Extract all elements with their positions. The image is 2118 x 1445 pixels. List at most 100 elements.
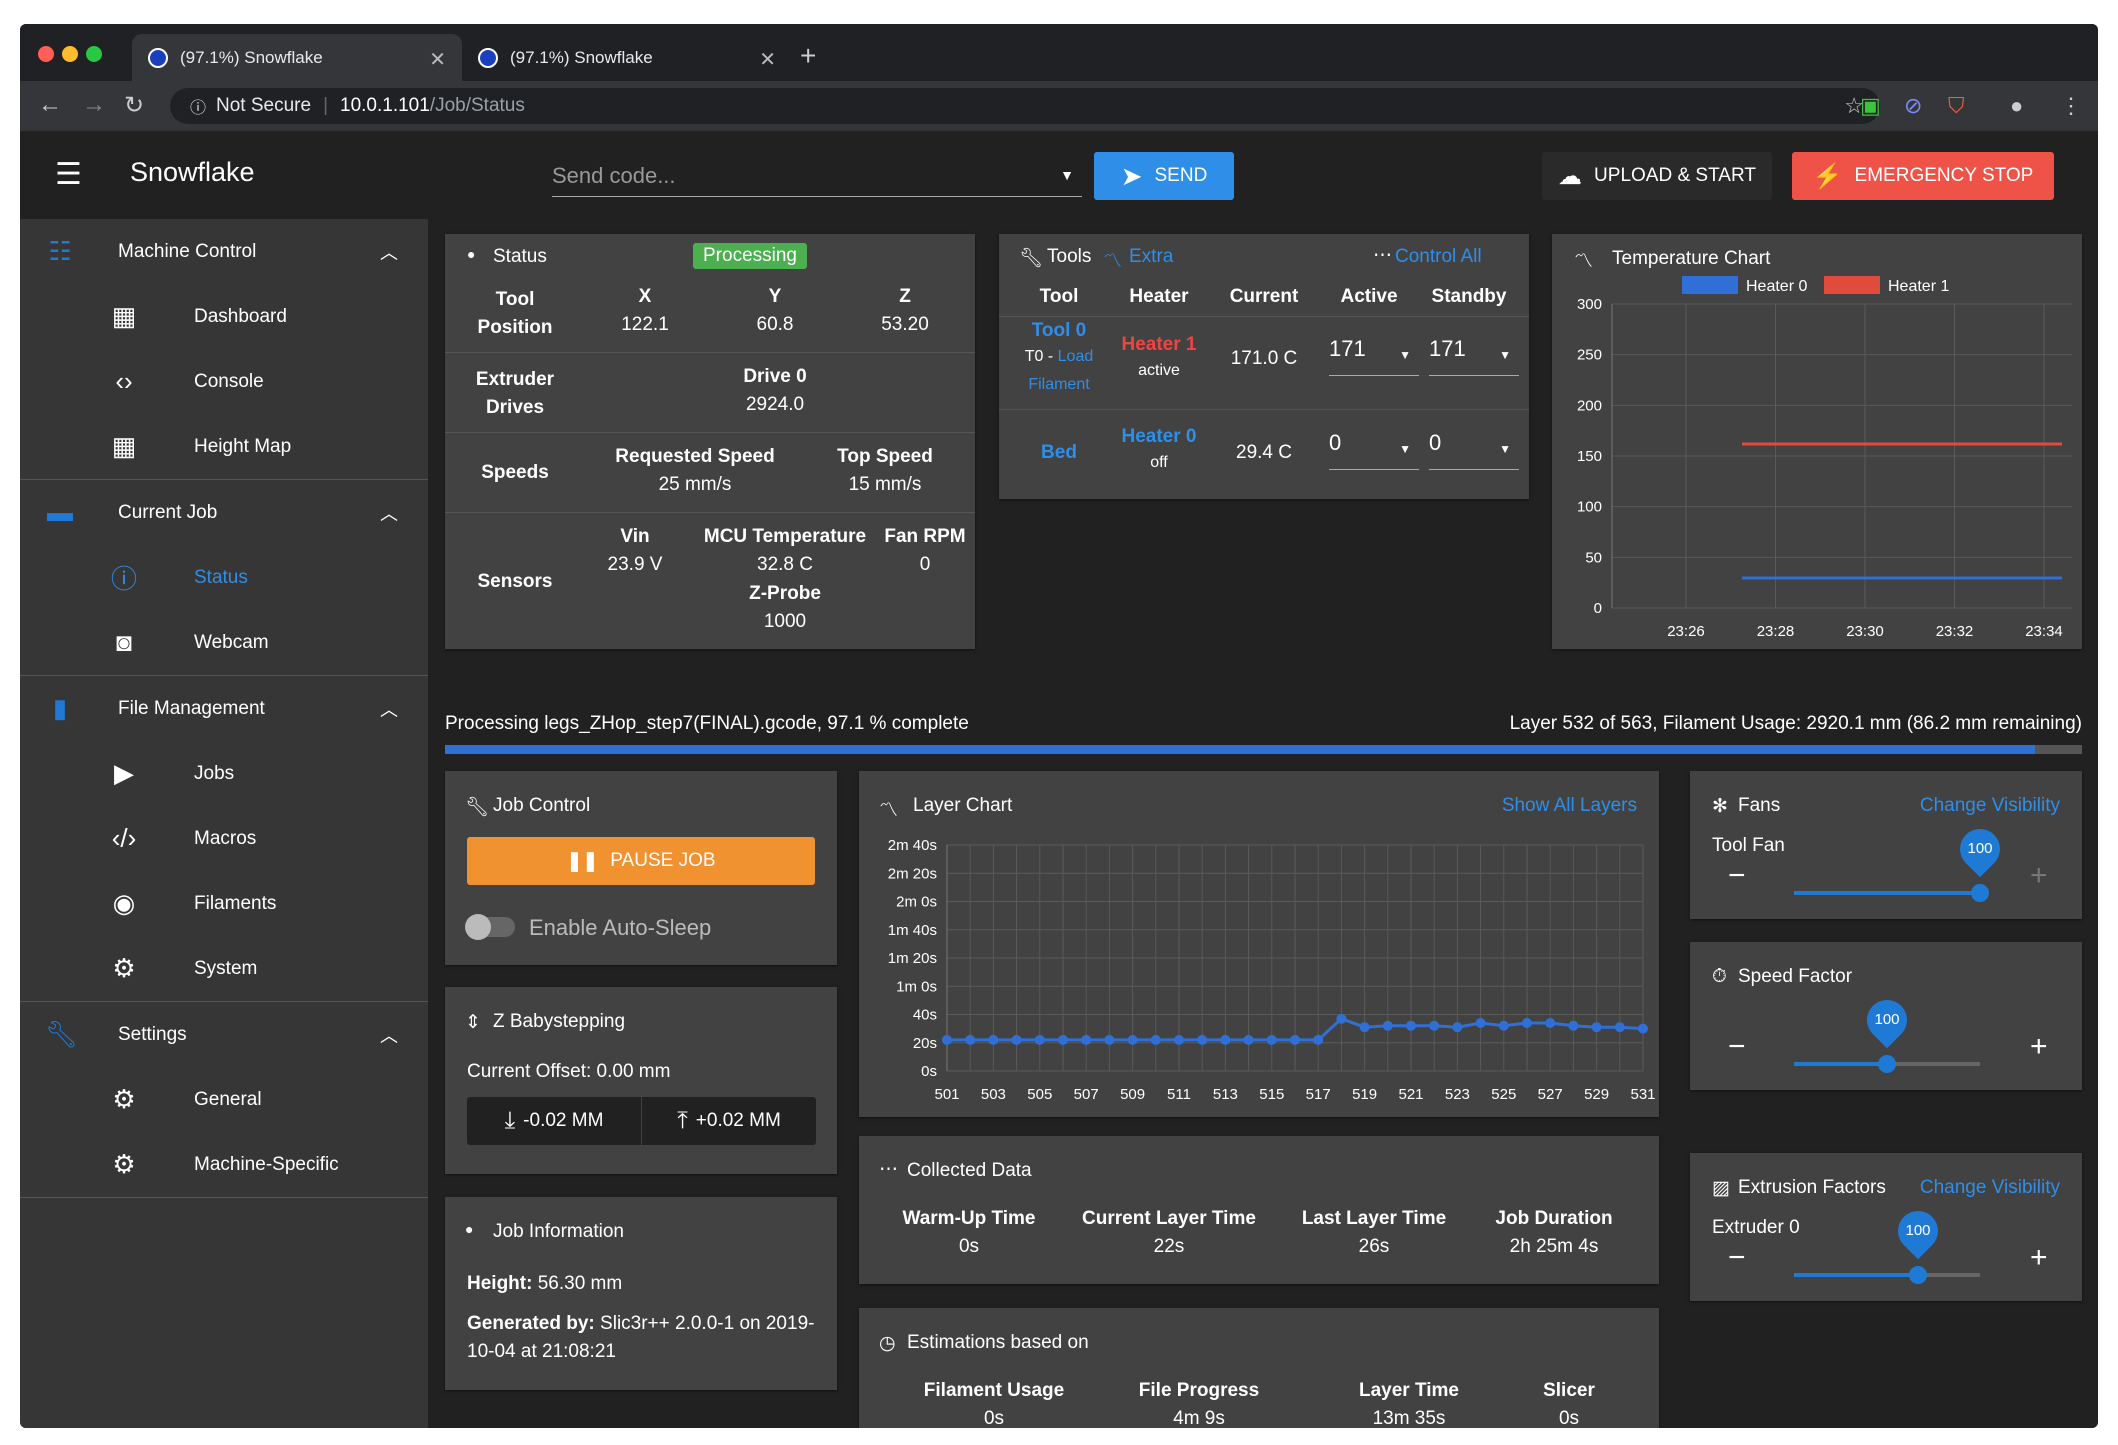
maximize-window-button[interactable] — [86, 46, 102, 62]
data-point — [988, 1034, 999, 1045]
sidebar-item-status[interactable]: ⓘ Status — [20, 545, 428, 610]
sidebar-group-machine-control[interactable]: ☷ Machine Control ︿ — [20, 219, 428, 284]
browser-tab-2[interactable]: (97.1%) Snowflake ✕ — [462, 34, 792, 81]
dropdown-caret-icon[interactable]: ▼ — [1060, 167, 1074, 183]
col-standby: Standby — [1431, 286, 1507, 307]
change-visibility-link[interactable]: Change Visibility — [1919, 1177, 2060, 1198]
close-tab-icon[interactable]: ✕ — [759, 49, 776, 71]
warmup-label: Warm-Up Time — [902, 1208, 1036, 1229]
load-link[interactable]: Load — [1057, 348, 1094, 365]
slider-knob[interactable] — [1971, 884, 1989, 902]
tool-fan-label: Tool Fan — [1712, 835, 1785, 856]
sidebar-item-macros[interactable]: ‹/› Macros — [20, 806, 428, 871]
control-all-link[interactable]: Control All — [1395, 246, 1482, 267]
layer-chart: 2m 40s 2m 20s 2m 0s 1m 40s 1m 20s 1m 0s 40s 20s… — [888, 837, 1656, 1103]
shield-extension-icon[interactable]: ⛉ — [1948, 93, 1965, 118]
sidebar-item-webcam[interactable]: ◙ Webcam — [20, 610, 428, 675]
babystep-down-button[interactable]: ⤓ -0.02 MM — [467, 1097, 641, 1145]
minus-icon[interactable]: − — [1728, 1241, 1746, 1274]
pause-job-button[interactable]: ❚❚ PAUSE JOB — [467, 837, 815, 885]
dashboard-icon: ▦ — [111, 301, 137, 331]
url-bar[interactable]: ⓘ Not Secure | 10.0.1.101/Job/Status ☆ — [170, 88, 1880, 124]
minus-icon[interactable]: − — [1728, 859, 1746, 892]
plus-icon[interactable]: + — [2030, 859, 2048, 892]
divider — [20, 479, 428, 480]
job-control-card: 🔧︎ Job Control ❚❚ PAUSE JOB Enable Auto-S… — [445, 771, 837, 965]
heater1-link[interactable]: Heater 1 — [1121, 334, 1197, 355]
send-button[interactable]: ➤ SEND — [1094, 152, 1234, 200]
heater0-active-select[interactable]: 0 ▼ — [1329, 430, 1419, 470]
extension-icon[interactable]: ▣ — [1860, 93, 1881, 118]
reload-icon[interactable]: ↻ — [124, 92, 145, 119]
y-tick-label: 20s — [913, 1035, 937, 1052]
sidebar-item-filaments[interactable]: ◉ Filaments — [20, 871, 428, 936]
heater0-link[interactable]: Heater 0 — [1121, 426, 1197, 447]
extruder-slider[interactable]: 100 — [1794, 1202, 1980, 1284]
close-window-button[interactable] — [38, 46, 54, 62]
heater1-standby-select[interactable]: 171 ▼ — [1429, 336, 1519, 376]
auto-sleep-toggle[interactable] — [465, 914, 515, 940]
sidebar-item-general[interactable]: ⚙ General — [20, 1067, 428, 1132]
bed-link[interactable]: Bed — [1041, 442, 1077, 463]
height-label: Height: — [467, 1273, 533, 1294]
x-tick-label: 525 — [1491, 1086, 1516, 1103]
change-visibility-link[interactable]: Change Visibility — [1919, 795, 2060, 816]
pause-label: PAUSE JOB — [610, 850, 716, 871]
minimize-window-button[interactable] — [62, 46, 78, 62]
show-all-layers-link[interactable]: Show All Layers — [1501, 795, 1637, 816]
heater0-standby-select[interactable]: 0 ▼ — [1429, 430, 1519, 470]
slider-knob[interactable] — [1878, 1055, 1896, 1073]
vin-value: 23.9 V — [607, 554, 663, 575]
new-tab-button[interactable]: + — [800, 40, 817, 71]
speed-factor-slider[interactable]: 100 — [1794, 991, 1980, 1073]
sd-card-icon: ▮ — [52, 693, 68, 723]
back-icon[interactable]: ← — [38, 91, 62, 118]
extension-icon[interactable]: ⊘ — [1904, 93, 1923, 118]
slider-knob[interactable] — [1909, 1266, 1928, 1284]
babystep-up-button[interactable]: ⤒ +0.02 MM — [642, 1097, 816, 1145]
sidebar-item-dashboard[interactable]: ▦ Dashboard — [20, 284, 428, 349]
emergency-stop-button[interactable]: ⚡ EMERGENCY STOP — [1792, 152, 2054, 200]
bookmark-star-icon[interactable]: ☆ — [1844, 93, 1864, 118]
sidebar-item-jobs[interactable]: ▶ Jobs — [20, 741, 428, 806]
sidebar-item-machine-specific[interactable]: ⚙ Machine-Specific — [20, 1132, 428, 1197]
extra-link[interactable]: Extra — [1129, 246, 1174, 267]
sidebar-item-system[interactable]: ⚙ System — [20, 936, 428, 1001]
menu-dots-icon[interactable]: ⋮ — [2060, 93, 2082, 118]
data-point — [1058, 1034, 1068, 1045]
sidebar-group-current-job[interactable]: ▬ Current Job ︿ — [20, 480, 428, 545]
select-value: 0 — [1429, 430, 1442, 455]
y-value: 60.8 — [756, 314, 794, 335]
tool-fan-slider[interactable]: 100 — [1794, 820, 2009, 902]
select-value: 171 — [1329, 336, 1366, 361]
plus-icon[interactable]: + — [2030, 1241, 2048, 1274]
card-title: Fans — [1738, 795, 1781, 816]
address-toolbar: ← → ↻ ⓘ Not Secure | 10.0.1.101/Job/Statu… — [20, 81, 2098, 131]
upload-start-button[interactable]: ☁ UPLOAD & START — [1542, 152, 1772, 200]
legend-swatch-heater1 — [1824, 276, 1880, 294]
hamburger-menu-icon[interactable]: ☰ — [55, 158, 82, 191]
browser-tab-1[interactable]: (97.1%) Snowflake ✕ — [132, 34, 462, 81]
last-layer-value: 26s — [1358, 1236, 1390, 1257]
tool0-link[interactable]: Tool 0 — [1031, 320, 1087, 341]
sidebar-group-settings[interactable]: 🔧︎ Settings ︿ — [20, 1002, 428, 1067]
forward-icon[interactable]: → — [82, 91, 106, 118]
heater1-active-select[interactable]: 171 ▼ — [1329, 336, 1419, 376]
profile-icon[interactable]: ● — [2010, 93, 2024, 118]
slider-value-pin: 100 — [1889, 1202, 1947, 1260]
progress-fill — [445, 745, 2035, 754]
close-tab-icon[interactable]: ✕ — [429, 49, 446, 71]
sidebar-item-console[interactable]: ‹› Console — [20, 349, 428, 414]
arrow-down-icon: ⤓ — [504, 1107, 516, 1134]
send-code-input[interactable]: Send code... ▼ — [552, 153, 1082, 197]
data-point — [1475, 1017, 1486, 1028]
file-progress-label: File Progress — [1138, 1380, 1260, 1401]
filament-link[interactable]: Filament — [1028, 376, 1090, 393]
plus-icon[interactable]: + — [2030, 1030, 2048, 1063]
x-label: X — [638, 286, 652, 307]
sidebar-group-file-management[interactable]: ▮ File Management ︿ — [20, 676, 428, 741]
info-icon: ● — [465, 1221, 474, 1237]
minus-icon[interactable]: − — [1728, 1030, 1746, 1063]
sidebar-item-height-map[interactable]: ▦ Height Map — [20, 414, 428, 479]
extrusion-icon: ▨ — [1712, 1178, 1730, 1199]
